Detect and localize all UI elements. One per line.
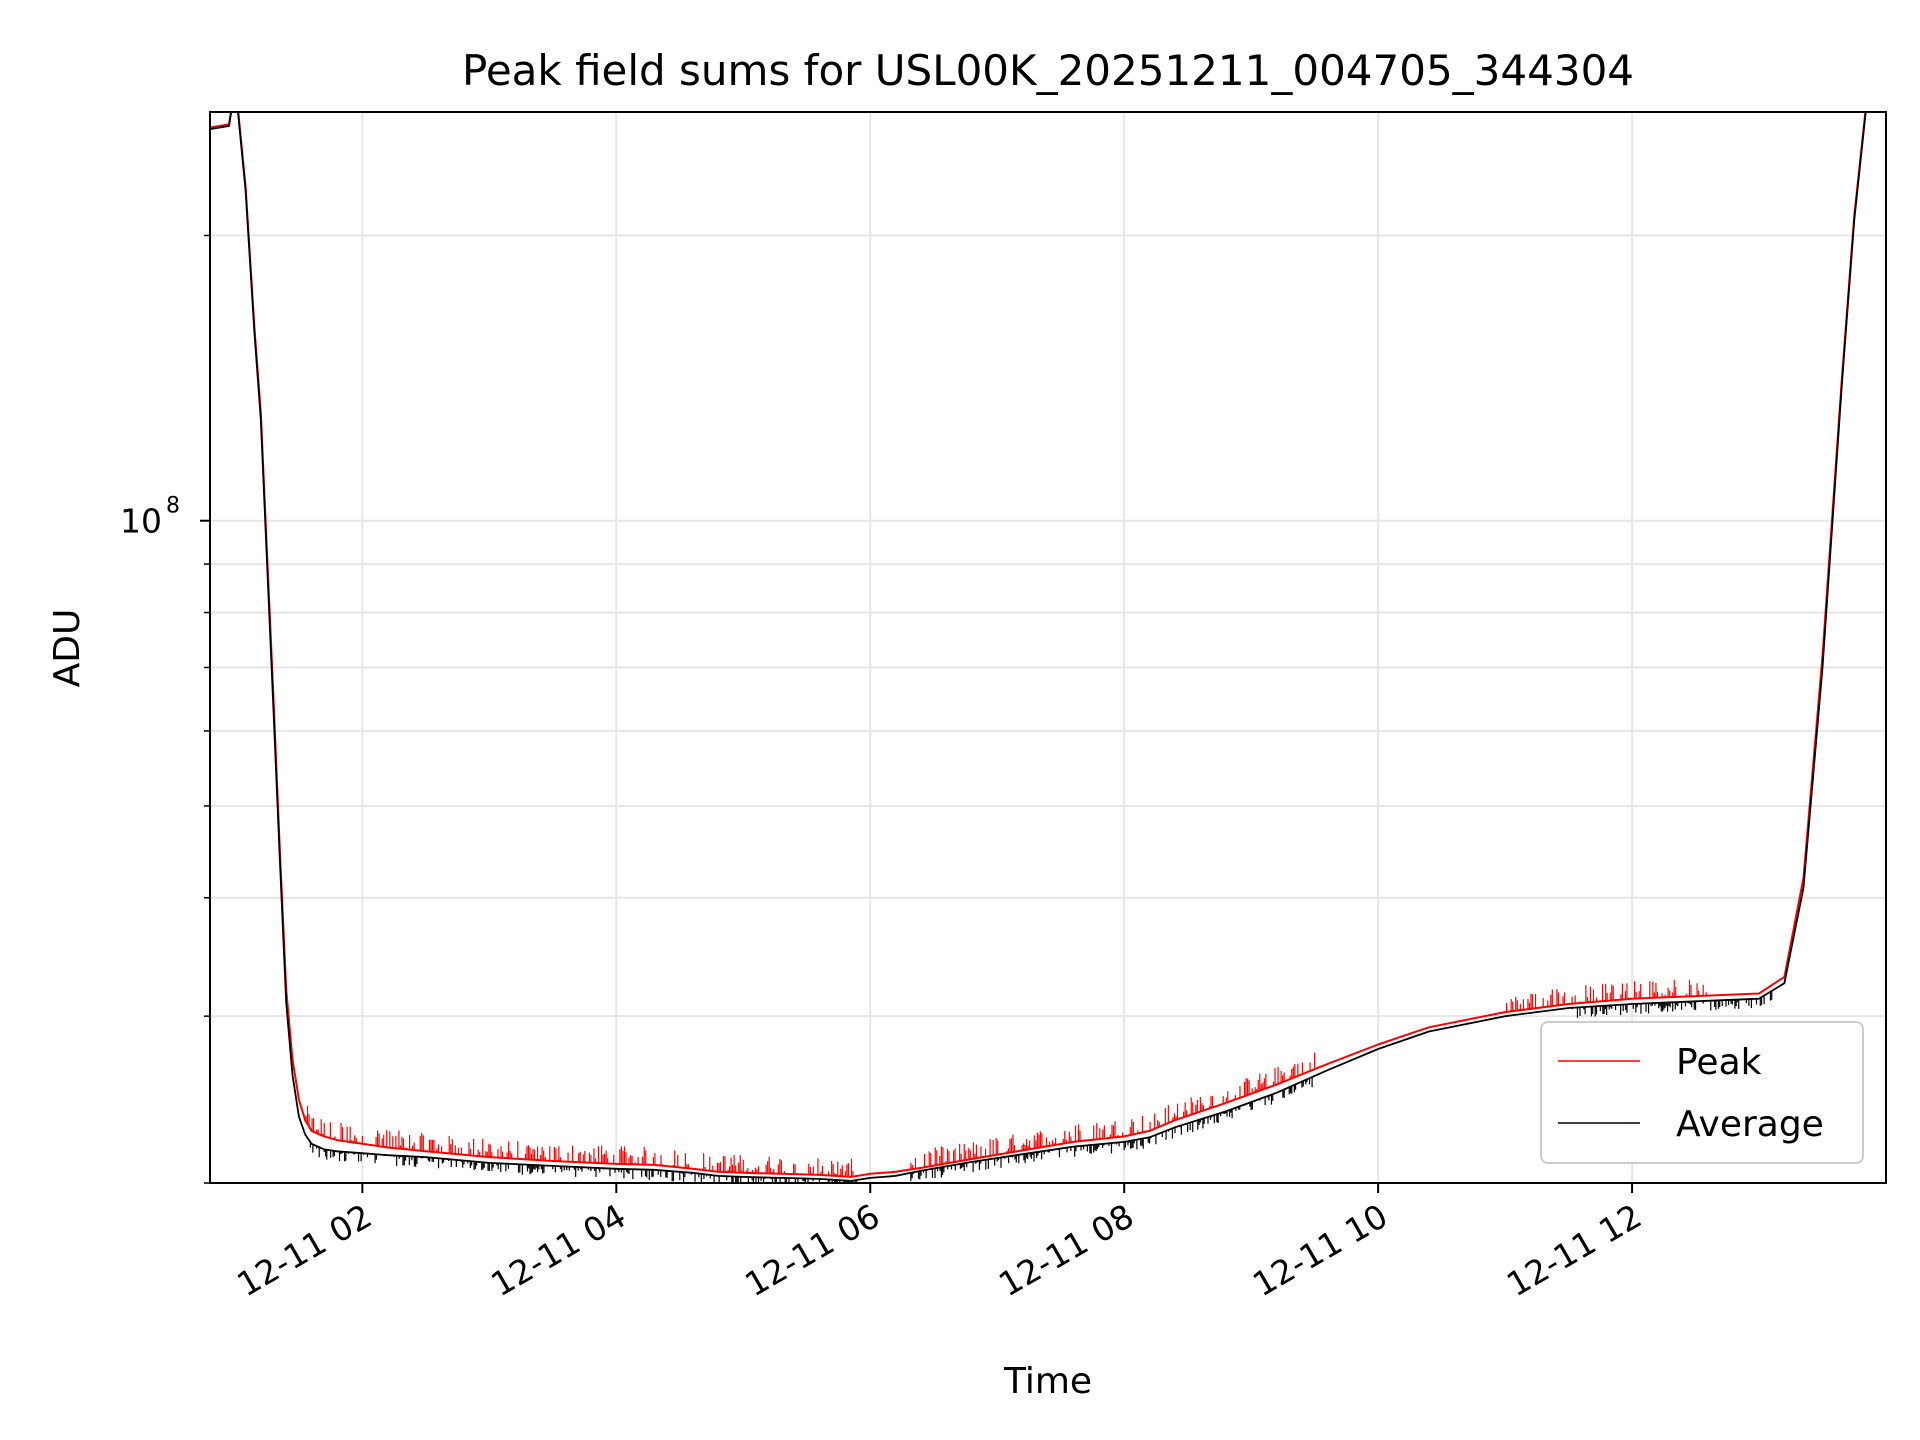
chart-title: Peak field sums for USL00K_20251211_0047…	[462, 46, 1634, 95]
y-axis-label: ADU	[47, 609, 88, 688]
average-series-line	[210, 112, 1867, 1182]
peak-spikes	[305, 979, 1707, 1177]
chart-legend: Peak Average	[1540, 1021, 1864, 1164]
grid-lines	[210, 112, 1886, 1184]
series-layer	[210, 112, 1867, 1183]
x-axis-label: Time	[1003, 1361, 1092, 1402]
legend-label-average: Average	[1676, 1104, 1824, 1145]
legend-box	[1540, 1021, 1864, 1164]
y-tick-label-exponent: 8	[166, 494, 180, 519]
y-tick-label: 10	[120, 502, 162, 541]
legend-label-peak: Peak	[1676, 1042, 1762, 1083]
plot-area-frame	[209, 111, 1887, 1184]
average-noise	[307, 990, 1773, 1183]
